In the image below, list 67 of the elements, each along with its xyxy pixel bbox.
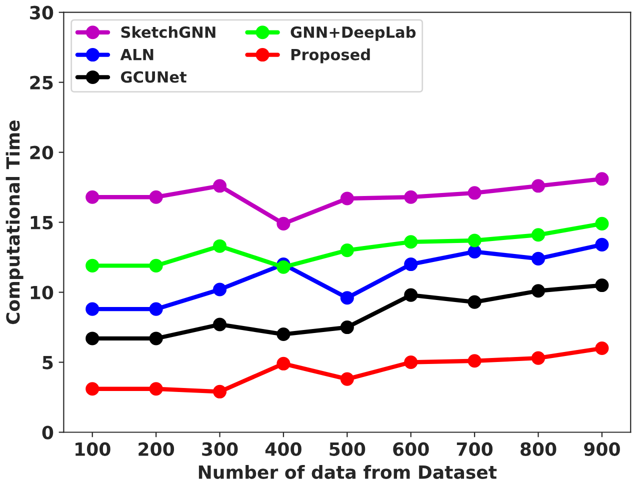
point — [86, 332, 100, 346]
y-tick-label: 20 — [30, 146, 54, 160]
point — [340, 244, 354, 258]
point — [531, 351, 546, 365]
point — [595, 342, 609, 356]
y-tick-label: 5 — [42, 356, 53, 370]
legend-label: SketchGNN — [121, 26, 216, 38]
legend-label: GNN+DeepLab — [290, 26, 416, 41]
x-tick-label: 100 — [76, 442, 110, 456]
point — [276, 216, 290, 230]
point — [212, 318, 227, 332]
point — [212, 179, 227, 193]
y-tick-label: 25 — [30, 76, 53, 90]
point — [276, 328, 290, 342]
point — [468, 186, 482, 200]
y-axis-title: Computational Time — [6, 120, 24, 324]
x-tick-label: 600 — [393, 442, 429, 456]
x-tick-label: 500 — [330, 442, 366, 456]
point — [531, 228, 546, 242]
legend-label: ALN — [120, 48, 154, 60]
point — [212, 384, 227, 398]
point — [468, 354, 482, 368]
x-tick-label: 700 — [456, 442, 493, 456]
point — [595, 216, 609, 230]
point — [595, 172, 609, 186]
point — [149, 258, 163, 272]
point — [149, 382, 163, 396]
y-tick-label: 0 — [42, 426, 54, 440]
point — [276, 260, 290, 274]
point — [86, 258, 100, 272]
point — [404, 258, 418, 272]
point — [86, 302, 100, 316]
legend-label: Proposed — [291, 48, 370, 64]
point — [404, 190, 418, 204]
x-tick-label: 300 — [202, 442, 238, 456]
point — [468, 295, 482, 309]
point — [404, 288, 418, 302]
point — [340, 291, 354, 305]
point — [531, 179, 546, 193]
x-tick-label: 400 — [265, 442, 302, 456]
point — [212, 239, 227, 253]
x-tick-label: 200 — [138, 442, 174, 456]
x-tick-label: 800 — [520, 442, 556, 456]
point — [340, 192, 354, 206]
point — [276, 356, 290, 370]
y-tick-label: 30 — [30, 6, 54, 20]
point — [468, 244, 482, 258]
point — [86, 382, 100, 396]
point — [595, 238, 609, 252]
point — [86, 190, 100, 204]
point — [404, 235, 418, 249]
y-tick-label: 15 — [30, 216, 53, 230]
point — [212, 282, 227, 296]
legend-label: GCUNet — [120, 71, 186, 83]
x-tick-label: 900 — [584, 442, 620, 456]
point — [468, 234, 482, 248]
point — [531, 284, 546, 298]
point — [149, 190, 163, 204]
point — [340, 320, 354, 334]
point — [149, 302, 163, 316]
point — [340, 372, 354, 386]
point — [149, 332, 163, 346]
x-axis-title: Number of data from Dataset — [198, 465, 497, 479]
y-tick-label: 10 — [30, 286, 54, 300]
point — [404, 355, 418, 370]
point — [531, 252, 546, 266]
point — [595, 278, 609, 292]
